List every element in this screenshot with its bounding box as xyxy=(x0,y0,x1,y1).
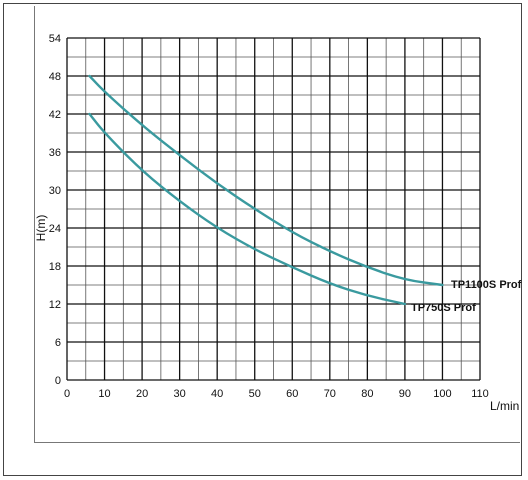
y-tick-label: 18 xyxy=(49,261,61,273)
x-tick-label: 60 xyxy=(286,388,298,400)
x-tick-label: 40 xyxy=(211,388,223,400)
series-line-tp1100s xyxy=(88,74,444,287)
x-tick-label: 100 xyxy=(433,388,451,400)
y-tick-label: 48 xyxy=(49,71,61,83)
series-lines xyxy=(88,74,444,306)
x-tick-label: 110 xyxy=(471,388,489,400)
y-tick-label: 6 xyxy=(55,337,61,349)
minor-grid xyxy=(67,38,480,380)
y-tick-label: 12 xyxy=(49,299,61,311)
y-tick-label: 42 xyxy=(49,109,61,121)
x-tick-label: 20 xyxy=(136,388,148,400)
x-tick-label: 10 xyxy=(98,388,110,400)
y-tick-label: 54 xyxy=(49,33,61,45)
frame-left-rule xyxy=(34,6,35,443)
y-tick-label: 0 xyxy=(55,375,61,387)
x-tick-label: 50 xyxy=(249,388,261,400)
x-tick-labels: 0 10 20 30 40 50 60 70 80 90 100 110 xyxy=(64,388,489,400)
y-tick-labels: 0 6 12 18 24 30 36 42 48 54 xyxy=(49,33,61,387)
y-axis-label: H(m) xyxy=(34,215,48,242)
x-tick-label: 90 xyxy=(399,388,411,400)
y-tick-label: 36 xyxy=(49,147,61,159)
series-line-tp750s xyxy=(88,112,407,306)
frame-bottom-rule xyxy=(34,442,520,443)
y-tick-label: 30 xyxy=(49,185,61,197)
y-tick-label: 24 xyxy=(49,223,61,235)
x-tick-label: 70 xyxy=(324,388,336,400)
x-tick-label: 80 xyxy=(361,388,373,400)
series-label-tp1100s: TP1100S Prof xyxy=(451,279,522,291)
series-label-tp750s: TP750S Prof xyxy=(411,302,476,314)
x-axis-label: L/min xyxy=(490,399,519,413)
chart-frame xyxy=(3,3,522,476)
x-tick-label: 0 xyxy=(64,388,70,400)
x-tick-label: 30 xyxy=(174,388,186,400)
